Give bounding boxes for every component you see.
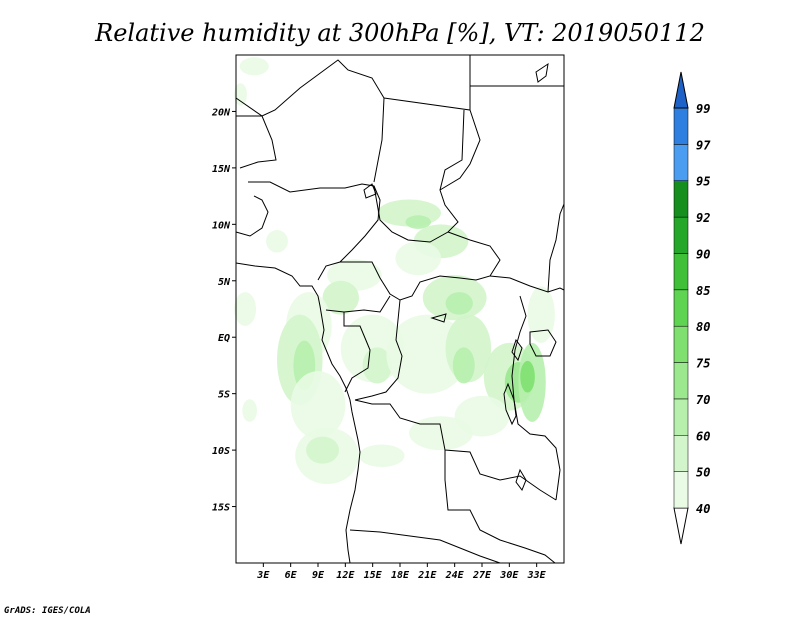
lon-tick-label: 27E [472, 570, 492, 581]
lat-tick-label: 5S [218, 390, 230, 401]
colorbar-label: 75 [696, 357, 710, 371]
colorbar-box [673, 289, 689, 327]
lon-tick-label: 18E [391, 570, 410, 581]
humidity-patch [242, 399, 257, 422]
colorbar-box [673, 144, 689, 181]
humidity-patch [359, 444, 405, 468]
colorbar: 40 50 60 70 75 80 85 90 92 95 97 99 [673, 71, 711, 545]
river-islands [430, 313, 447, 323]
humidity-patch [266, 229, 288, 253]
humidity-patch [445, 292, 473, 315]
colorbar-box [673, 216, 689, 254]
humidity-patch [452, 347, 475, 384]
lake-victoria [529, 329, 557, 357]
border-zambia-south [444, 450, 556, 564]
map-panel: 20N 15N 10N 5N EQ 5S 10S 15S 3E 6E 9E 12E 15E 18E 21E… [211, 54, 565, 581]
colorbar-box [673, 253, 689, 291]
colorbar-label: 92 [696, 211, 710, 225]
lon-tick-label: 30E [499, 570, 519, 581]
grads-credit: GrADS: IGES/COLA [4, 606, 91, 616]
humidity-patch [520, 360, 535, 393]
border-car [340, 231, 501, 301]
border-chad [373, 109, 465, 243]
colorbar-label: 50 [696, 466, 710, 480]
lat-tick-label: 5N [218, 277, 231, 288]
latitude-axis: 20N 15N 10N 5N EQ 5S 10S 15S [211, 107, 236, 514]
colorbar-label: 40 [696, 502, 710, 516]
colorbar-box [673, 107, 689, 145]
lat-tick-label: 10N [212, 220, 231, 231]
colorbar-box [673, 325, 689, 363]
lon-tick-label: 3E [256, 570, 270, 581]
border-benin-togo [235, 195, 269, 237]
country-borders [235, 55, 565, 564]
border-sudan-chad [439, 109, 481, 191]
humidity-patch [234, 292, 257, 326]
colorbar-box [673, 435, 689, 472]
humidity-patch [290, 371, 346, 439]
lon-tick-label: 12E [336, 570, 355, 581]
colorbar-label: 90 [696, 247, 710, 261]
lake-tanganyika [503, 382, 517, 426]
lon-tick-label: 21E [417, 570, 437, 581]
humidity-patch [527, 286, 555, 343]
map-background [236, 55, 564, 563]
longitude-axis: 3E 6E 9E 12E 15E 18E 21E 24E 27E 30E 33E [256, 563, 547, 581]
colorbar-label: 60 [696, 429, 710, 443]
lat-tick-label: 15N [212, 164, 231, 175]
colorbar-box [673, 362, 689, 400]
border-algeria-mali [235, 97, 277, 169]
border-nigeria [248, 181, 381, 281]
border-ethiopia [547, 203, 565, 293]
humidity-patch [239, 57, 269, 76]
lon-tick-label: 24E [445, 570, 465, 581]
colorbar-label: 95 [696, 175, 710, 189]
lat-tick-label: EQ [218, 333, 230, 344]
humidity-patch [405, 215, 431, 229]
lake-nasser [535, 62, 549, 83]
colorbar-box [673, 180, 689, 218]
lake-albert [511, 338, 523, 362]
colorbar-over-arrow [673, 71, 689, 109]
humidity-patch [362, 347, 392, 384]
humidity-patch [322, 280, 359, 315]
colorbar-box [673, 471, 689, 509]
lon-tick-label: 6E [285, 570, 298, 581]
border-namibia-angola [349, 529, 501, 564]
lat-tick-label: 10S [212, 446, 230, 457]
border-cameroon-south [325, 295, 391, 313]
plot-title: Relative humidity at 300hPa [%], VT: 201… [94, 19, 705, 47]
border-gabon [343, 312, 371, 393]
colorbar-box [673, 398, 689, 436]
colorbar-label: 99 [696, 102, 710, 116]
colorbar-under-arrow [673, 507, 689, 545]
humidity-patch [234, 83, 247, 106]
colorbar-label: 97 [696, 138, 711, 152]
colorbar-label: 80 [696, 320, 710, 334]
humidity-patch [395, 241, 441, 276]
border-congo [354, 299, 403, 401]
lake-mweru [515, 468, 527, 492]
lon-tick-label: 33E [527, 570, 547, 581]
lon-tick-label: 9E [312, 570, 325, 581]
colorbar-label: 70 [696, 393, 710, 407]
lat-tick-label: 15S [212, 503, 230, 514]
coastline-west [235, 262, 361, 564]
lake-chad [363, 183, 377, 199]
lon-tick-label: 15E [364, 570, 383, 581]
border-south-sudan [489, 275, 565, 293]
colorbar-label: 85 [696, 284, 710, 298]
lat-tick-label: 20N [211, 107, 231, 118]
humidity-patch [306, 436, 339, 464]
border-libya-niger [236, 59, 385, 183]
humidity-patch [409, 416, 473, 451]
